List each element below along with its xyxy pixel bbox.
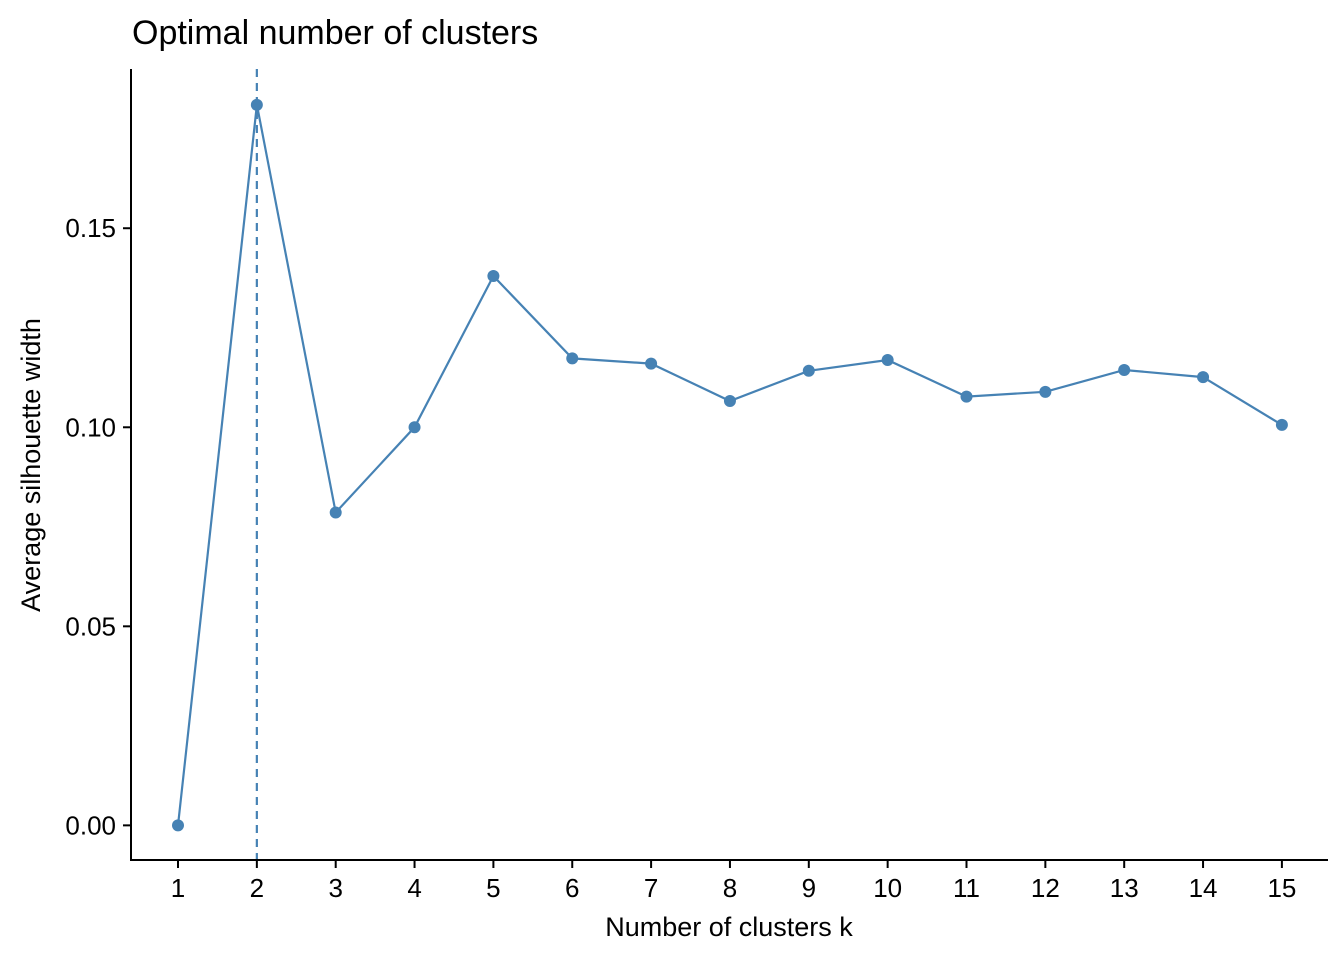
data-point-k1 (172, 819, 184, 832)
y-tick-label: 0.00 (65, 810, 116, 840)
data-point-k2 (250, 98, 263, 111)
x-tick-label: 11 (953, 873, 980, 903)
data-point-k8 (723, 395, 736, 408)
y-tick-label: 0.05 (65, 611, 116, 641)
data-point-k9 (802, 364, 815, 377)
y-tick-label: 0.15 (65, 213, 116, 243)
chart-title: Optimal number of clusters (132, 14, 538, 52)
x-tick-label: 8 (723, 873, 737, 903)
data-point-k12 (1039, 385, 1052, 398)
y-axis: 0.00 0.05 0.10 0.15 (65, 213, 131, 840)
data-point-k3 (329, 506, 342, 519)
data-point-k15 (1275, 418, 1288, 431)
x-tick-label: 13 (1110, 873, 1139, 903)
x-tick-label: 15 (1267, 873, 1296, 903)
data-point-k13 (1118, 363, 1131, 376)
x-tick-label: 4 (407, 873, 421, 903)
data-point-k4 (408, 421, 421, 434)
x-tick-label: 9 (802, 873, 816, 903)
x-tick-label: 7 (644, 873, 658, 903)
x-tick-label: 14 (1189, 873, 1218, 903)
data-point-k10 (881, 354, 894, 367)
x-axis-title: Number of clusters k (605, 912, 853, 942)
x-tick-label: 3 (328, 873, 342, 903)
data-point-k11 (960, 390, 973, 403)
x-tick-label: 5 (486, 873, 500, 903)
data-point-k5 (487, 270, 500, 283)
x-tick-label: 12 (1031, 873, 1060, 903)
x-tick-label: 6 (565, 873, 579, 903)
x-tick-label: 1 (171, 873, 185, 903)
y-tick-label: 0.10 (65, 412, 116, 442)
data-point-k7 (645, 357, 658, 370)
data-point-k6 (566, 352, 579, 365)
plot-area (172, 69, 1288, 860)
series-line (176, 104, 1283, 826)
x-tick-label: 10 (873, 873, 902, 903)
x-tick-label: 2 (250, 873, 264, 903)
y-axis-title: Average silhouette width (16, 318, 46, 612)
data-point-k14 (1197, 371, 1210, 384)
x-axis: 1 2 3 4 5 6 7 8 9 10 11 12 13 14 15 (171, 860, 1296, 903)
